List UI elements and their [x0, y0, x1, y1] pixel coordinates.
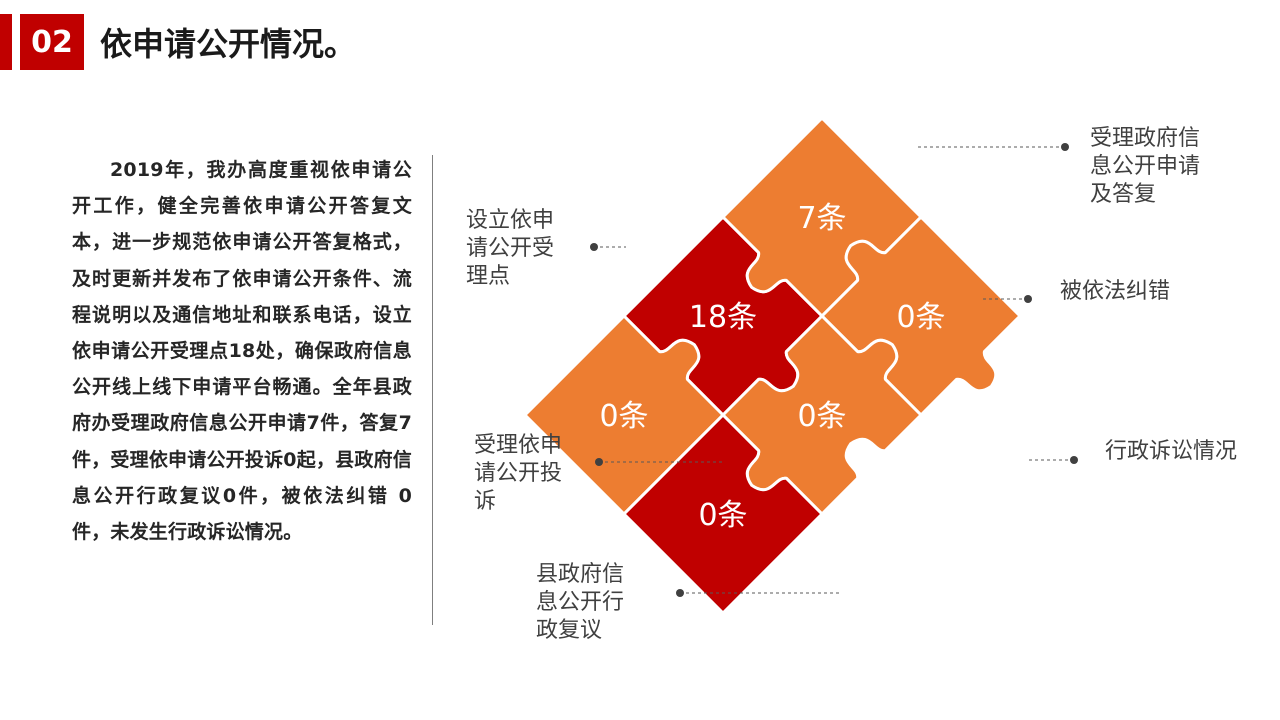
puzzle-label-line: 设立依申 — [466, 208, 555, 233]
title-accent-bar — [0, 14, 12, 70]
summary-paragraph: 2019年，我办高度重视依申请公开工作，健全完善依申请公开答复文本，进一步规范依… — [72, 159, 412, 544]
puzzle-label-line: 请公开受 — [466, 236, 555, 261]
puzzle-label-line: 行政诉讼情况 — [1105, 439, 1238, 464]
puzzle-label-line: 请公开投 — [474, 461, 563, 486]
puzzle-value-litigation: 0条 — [797, 399, 846, 434]
puzzle-piece-admin-review — [622, 413, 824, 615]
page-title: 依申请公开情况。 — [100, 25, 357, 63]
leader-dot-legal-corrections — [1024, 295, 1032, 303]
leader-dot-gov-info-requests — [1061, 143, 1069, 151]
vertical-divider — [432, 155, 433, 625]
puzzle-label-line: 息公开行 — [536, 590, 625, 615]
puzzle-label-gov-info-requests: 受理政府信息公开申请及答复 — [1090, 125, 1200, 209]
puzzle-label-complaints: 受理依申 请公开投诉 — [474, 432, 562, 516]
puzzle-value-admin-review: 0条 — [698, 498, 747, 533]
leader-lines — [590, 143, 1078, 597]
leader-dot-complaints — [595, 458, 603, 466]
puzzle-value-complaints: 0条 — [599, 399, 648, 434]
leader-dot-litigation — [1070, 456, 1078, 464]
puzzle-values: 18条 7条 0条 0条 0条 0条 — [599, 201, 945, 533]
puzzle-value-legal-corrections: 0条 — [896, 300, 945, 335]
puzzle-pieces — [523, 116, 1022, 615]
puzzle-label-line: 政复议 — [536, 618, 603, 643]
puzzle-label-line: 理点 — [466, 264, 511, 289]
puzzle-label-litigation: 行政诉讼情况 — [1105, 438, 1237, 466]
puzzle-label-admin-review: 县政府信息公开行政复议 — [536, 561, 624, 645]
puzzle-label-line: 受理依申 — [474, 433, 563, 458]
leader-dot-receipt-points — [590, 243, 598, 251]
section-number-badge: 02 — [20, 14, 84, 70]
puzzle-value-receipt-points: 18条 — [689, 300, 757, 335]
puzzle-label-legal-corrections: 被依法纠错 — [1060, 278, 1170, 306]
puzzle-label-line: 县政府信 — [536, 562, 625, 587]
puzzle-label-receipt-points: 设立依申请公开受理点 — [466, 207, 554, 291]
puzzle-value-gov-info-requests: 7条 — [797, 201, 846, 236]
puzzle-label-line: 被依法纠错 — [1060, 279, 1171, 304]
puzzle-label-line: 及答复 — [1090, 182, 1157, 207]
leader-dot-admin-review — [676, 589, 684, 597]
puzzle-label-line: 受理政府信 — [1090, 126, 1201, 151]
puzzle-label-line: 息公开申请 — [1090, 154, 1201, 179]
puzzle-label-line: 诉 — [474, 489, 497, 514]
